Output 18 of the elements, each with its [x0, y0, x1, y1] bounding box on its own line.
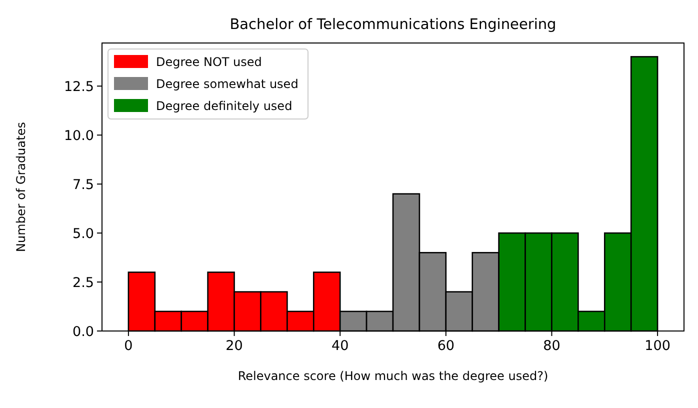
y-tick-label: 7.5: [72, 177, 94, 194]
chart-title: Bachelor of Telecommunications Engineering: [230, 17, 556, 33]
legend-label: Degree somewhat used: [156, 77, 298, 91]
legend-label: Degree NOT used: [156, 55, 262, 69]
x-tick-label: 40: [331, 338, 349, 354]
y-tick-label: 5.0: [72, 226, 94, 242]
x-tick-label: 20: [226, 338, 243, 354]
y-tick-label: 10.0: [64, 128, 94, 144]
y-tick-label: 12.5: [64, 79, 94, 96]
x-tick-label: 80: [543, 338, 560, 354]
y-axis-title: Number of Graduates: [14, 122, 28, 252]
y-tick-label: 2.5: [72, 275, 94, 292]
x-tick-label: 0: [124, 338, 133, 354]
x-axis-title: Relevance score (How much was the degree used?): [238, 369, 548, 383]
x-tick-label: 60: [437, 338, 455, 354]
y-tick-label: 0.0: [72, 324, 94, 340]
x-tick-label: 100: [644, 338, 670, 354]
legend-label: Degree definitely used: [156, 99, 292, 113]
